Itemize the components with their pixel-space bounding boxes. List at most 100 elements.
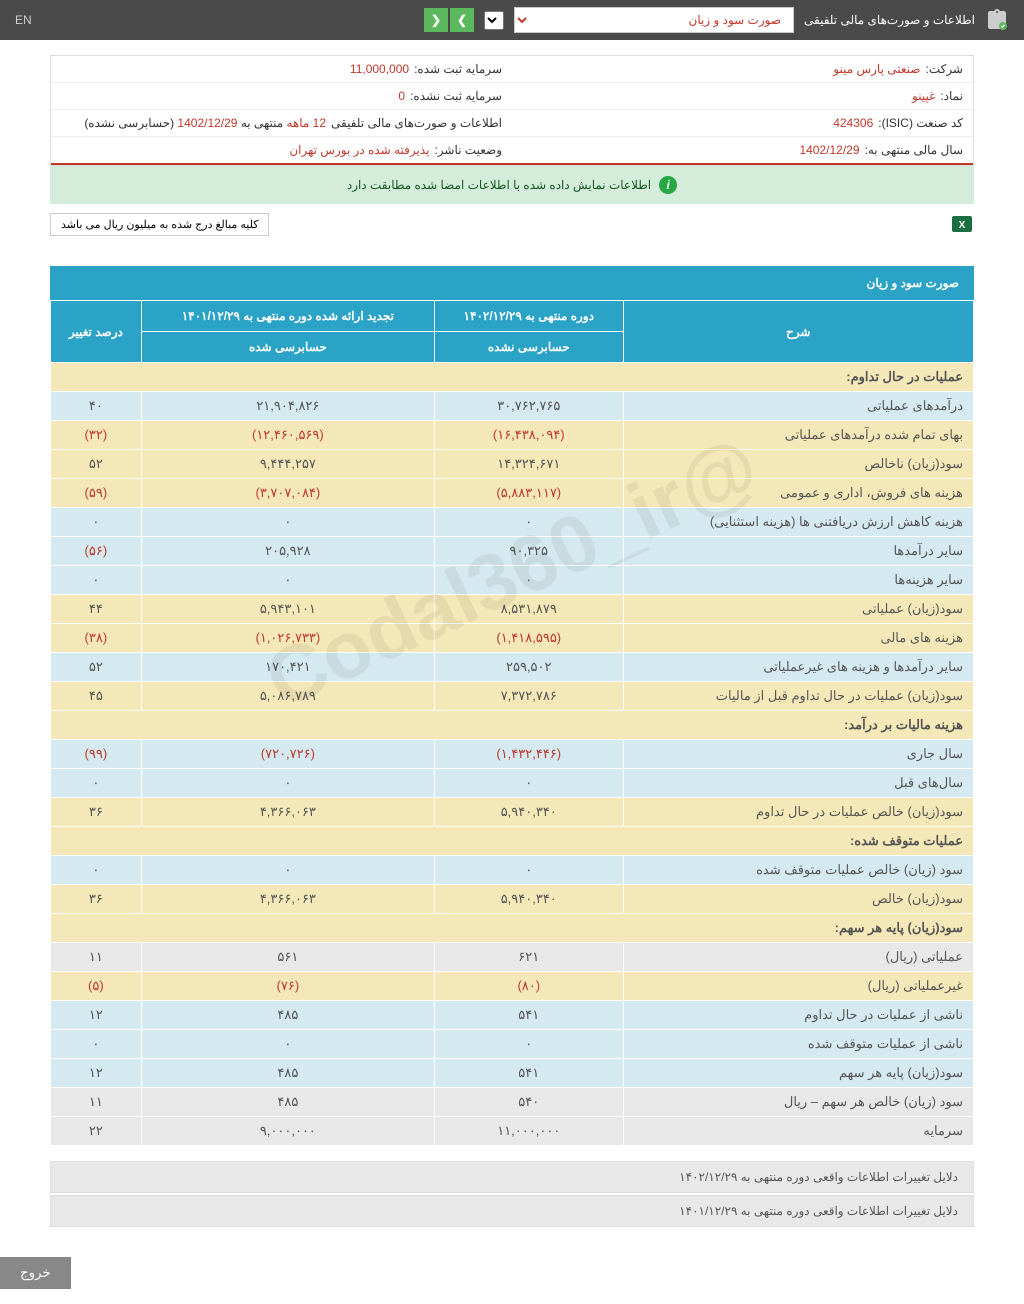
capital-reg-value: 11,000,000 (350, 62, 409, 76)
footer-reason-1: دلایل تغییرات اطلاعات واقعی دوره منتهی ب… (50, 1161, 974, 1193)
cell-current: (۱,۴۳۲,۴۴۶) (435, 740, 624, 769)
fiscal-label: سال مالی منتهی به: (865, 143, 963, 157)
th-current: دوره منتهی به ۱۴۰۲/۱۲/۲۹ (435, 301, 624, 332)
cell-current: ۰ (435, 566, 624, 595)
cell-desc: سود(زیان) خالص (623, 885, 973, 914)
cell-desc: ناشی از عملیات متوقف شده (623, 1030, 973, 1059)
cell-desc: سرمایه (623, 1117, 973, 1146)
cell-desc: سال‌های قبل (623, 769, 973, 798)
cell-current: ۱۴,۳۲۴,۶۷۱ (435, 450, 624, 479)
table-row: ناشی از عملیات در حال تداوم۵۴۱۴۸۵۱۲ (51, 1001, 974, 1030)
table-row: سرمایه۱۱,۰۰۰,۰۰۰۹,۰۰۰,۰۰۰۲۲ (51, 1117, 974, 1146)
cell-change: ۰ (51, 769, 142, 798)
topbar-title: اطلاعات و صورت‌های مالی تلفیقی (804, 13, 975, 27)
svg-text:X: X (959, 220, 966, 231)
cell-prior: (۳,۷۰۷,۰۸۴) (141, 479, 434, 508)
table-row: سود(زیان) خالص عملیات در حال تداوم۵,۹۴۰,… (51, 798, 974, 827)
cell-desc: هزینه کاهش ارزش دریافتنی ها (هزینه استثن… (623, 508, 973, 537)
cell-change: ۲۲ (51, 1117, 142, 1146)
table-row: سال جاری(۱,۴۳۲,۴۴۶)(۷۲۰,۷۲۶)(۹۹) (51, 740, 974, 769)
table-row: غیرعملیاتی (ریال)(۸۰)(۷۶)(۵) (51, 972, 974, 1001)
info-icon: i (659, 176, 677, 194)
exit-button[interactable]: خروج (0, 1257, 71, 1289)
cell-current: ۶۲۱ (435, 943, 624, 972)
cell-change: ۵۲ (51, 450, 142, 479)
cell-change: ۱۱ (51, 943, 142, 972)
isic-value: 424306 (833, 116, 873, 130)
cell-current: ۸,۵۳۱,۸۷۹ (435, 595, 624, 624)
cell-current: ۵,۹۴۰,۳۴۰ (435, 798, 624, 827)
excel-export-icon[interactable]: X (950, 212, 974, 236)
table-row: سایر هزینه‌ها۰۰۰ (51, 566, 974, 595)
cell-current: ۷,۳۷۲,۷۸۶ (435, 682, 624, 711)
capital-unreg-value: 0 (398, 89, 405, 103)
cell-prior: ۹,۴۴۴,۲۵۷ (141, 450, 434, 479)
th-desc: شرح (623, 301, 973, 363)
cell-desc: سایر درآمدها و هزینه های غیرعملیاتی (623, 653, 973, 682)
income-statement-table: شرح دوره منتهی به ۱۴۰۲/۱۲/۲۹ تجدید ارائه… (50, 300, 974, 1146)
table-row: سود (زیان) خالص هر سهم – ریال۵۴۰۴۸۵۱۱ (51, 1088, 974, 1117)
cell-prior: (۷۶) (141, 972, 434, 1001)
capital-reg-label: سرمایه ثبت شده: (414, 62, 502, 76)
cell-current: (۱۶,۴۳۸,۰۹۴) (435, 421, 624, 450)
table-row: سایر درآمدها۹۰,۳۲۵۲۰۵,۹۲۸(۵۶) (51, 537, 974, 566)
cell-current: (۵,۸۸۳,۱۱۷) (435, 479, 624, 508)
cell-prior: ۲۰۵,۹۲۸ (141, 537, 434, 566)
cell-current: ۹۰,۳۲۵ (435, 537, 624, 566)
cell-desc: ناشی از عملیات در حال تداوم (623, 1001, 973, 1030)
table-row: ناشی از عملیات متوقف شده۰۰۰ (51, 1030, 974, 1059)
currency-note: کلیه مبالغ درج شده به میلیون ریال می باش… (50, 213, 269, 236)
cell-current: ۵۴۱ (435, 1059, 624, 1088)
lang-toggle[interactable]: EN (15, 13, 32, 27)
publisher-label: وضعیت ناشر: (434, 143, 502, 157)
fiscal-value: 1402/12/29 (799, 143, 859, 157)
cell-current: (۸۰) (435, 972, 624, 1001)
cell-prior: (۱,۰۲۶,۷۳۳) (141, 624, 434, 653)
table-row: سود(زیان) ناخالص۱۴,۳۲۴,۶۷۱۹,۴۴۴,۲۵۷۵۲ (51, 450, 974, 479)
company-value: صنعتی پارس مینو (833, 62, 920, 76)
cell-prior: ۵۶۱ (141, 943, 434, 972)
cell-change: (۹۹) (51, 740, 142, 769)
cell-change: ۰ (51, 566, 142, 595)
cell-current: ۲۵۹,۵۰۲ (435, 653, 624, 682)
cell-current: ۰ (435, 508, 624, 537)
publisher-value: پذیرفته شده در بورس تهران (289, 143, 429, 157)
table-title: صورت سود و زیان (50, 266, 974, 300)
sub-dropdown[interactable] (484, 11, 504, 30)
cell-change: ۳۶ (51, 798, 142, 827)
table-row: سود(زیان) عملیات در حال تداوم قبل از مال… (51, 682, 974, 711)
alert-text: اطلاعات نمایش داده شده با اطلاعات امضا ش… (347, 178, 651, 192)
table-row: سود(زیان) پایه هر سهم: (51, 914, 974, 943)
table-row: عملیاتی (ریال)۶۲۱۵۶۱۱۱ (51, 943, 974, 972)
isic-label: کد صنعت (ISIC): (878, 116, 963, 130)
cell-desc: سایر هزینه‌ها (623, 566, 973, 595)
nav-next[interactable]: ❯ (450, 8, 474, 32)
cell-prior: ۲۱,۹۰۴,۸۲۶ (141, 392, 434, 421)
table-row: سود(زیان) عملیاتی۸,۵۳۱,۸۷۹۵,۹۴۳,۱۰۱۴۴ (51, 595, 974, 624)
table-row: سایر درآمدها و هزینه های غیرعملیاتی۲۵۹,۵… (51, 653, 974, 682)
cell-prior: ۴۸۵ (141, 1088, 434, 1117)
cell-prior: ۴۸۵ (141, 1059, 434, 1088)
symbol-label: نماد: (940, 89, 963, 103)
cell-prior: ۵,۰۸۶,۷۸۹ (141, 682, 434, 711)
cell-desc: سود(زیان) عملیات در حال تداوم قبل از مال… (623, 682, 973, 711)
cell-prior: ۰ (141, 769, 434, 798)
cell-change: ۳۶ (51, 885, 142, 914)
row-section-header: عملیات متوقف شده: (51, 827, 974, 856)
cell-desc: سود(زیان) عملیاتی (623, 595, 973, 624)
table-row: بهای تمام شده درآمدهای عملیاتی(۱۶,۴۳۸,۰۹… (51, 421, 974, 450)
table-row: عملیات در حال تداوم: (51, 363, 974, 392)
alert-match: i اطلاعات نمایش داده شده با اطلاعات امضا… (50, 166, 974, 204)
table-row: سود(زیان) پایه هر سهم۵۴۱۴۸۵۱۲ (51, 1059, 974, 1088)
cell-change: ۰ (51, 508, 142, 537)
cell-prior: ۴۸۵ (141, 1001, 434, 1030)
nav-prev[interactable]: ❮ (424, 8, 448, 32)
report-dropdown[interactable]: صورت سود و زیان (514, 7, 794, 33)
cell-current: ۰ (435, 769, 624, 798)
row-section-header: سود(زیان) پایه هر سهم: (51, 914, 974, 943)
cell-desc: عملیاتی (ریال) (623, 943, 973, 972)
table-row: هزینه کاهش ارزش دریافتنی ها (هزینه استثن… (51, 508, 974, 537)
cell-prior: ۴,۳۶۶,۰۶۳ (141, 885, 434, 914)
cell-current: ۰ (435, 1030, 624, 1059)
cell-change: (۳۲) (51, 421, 142, 450)
